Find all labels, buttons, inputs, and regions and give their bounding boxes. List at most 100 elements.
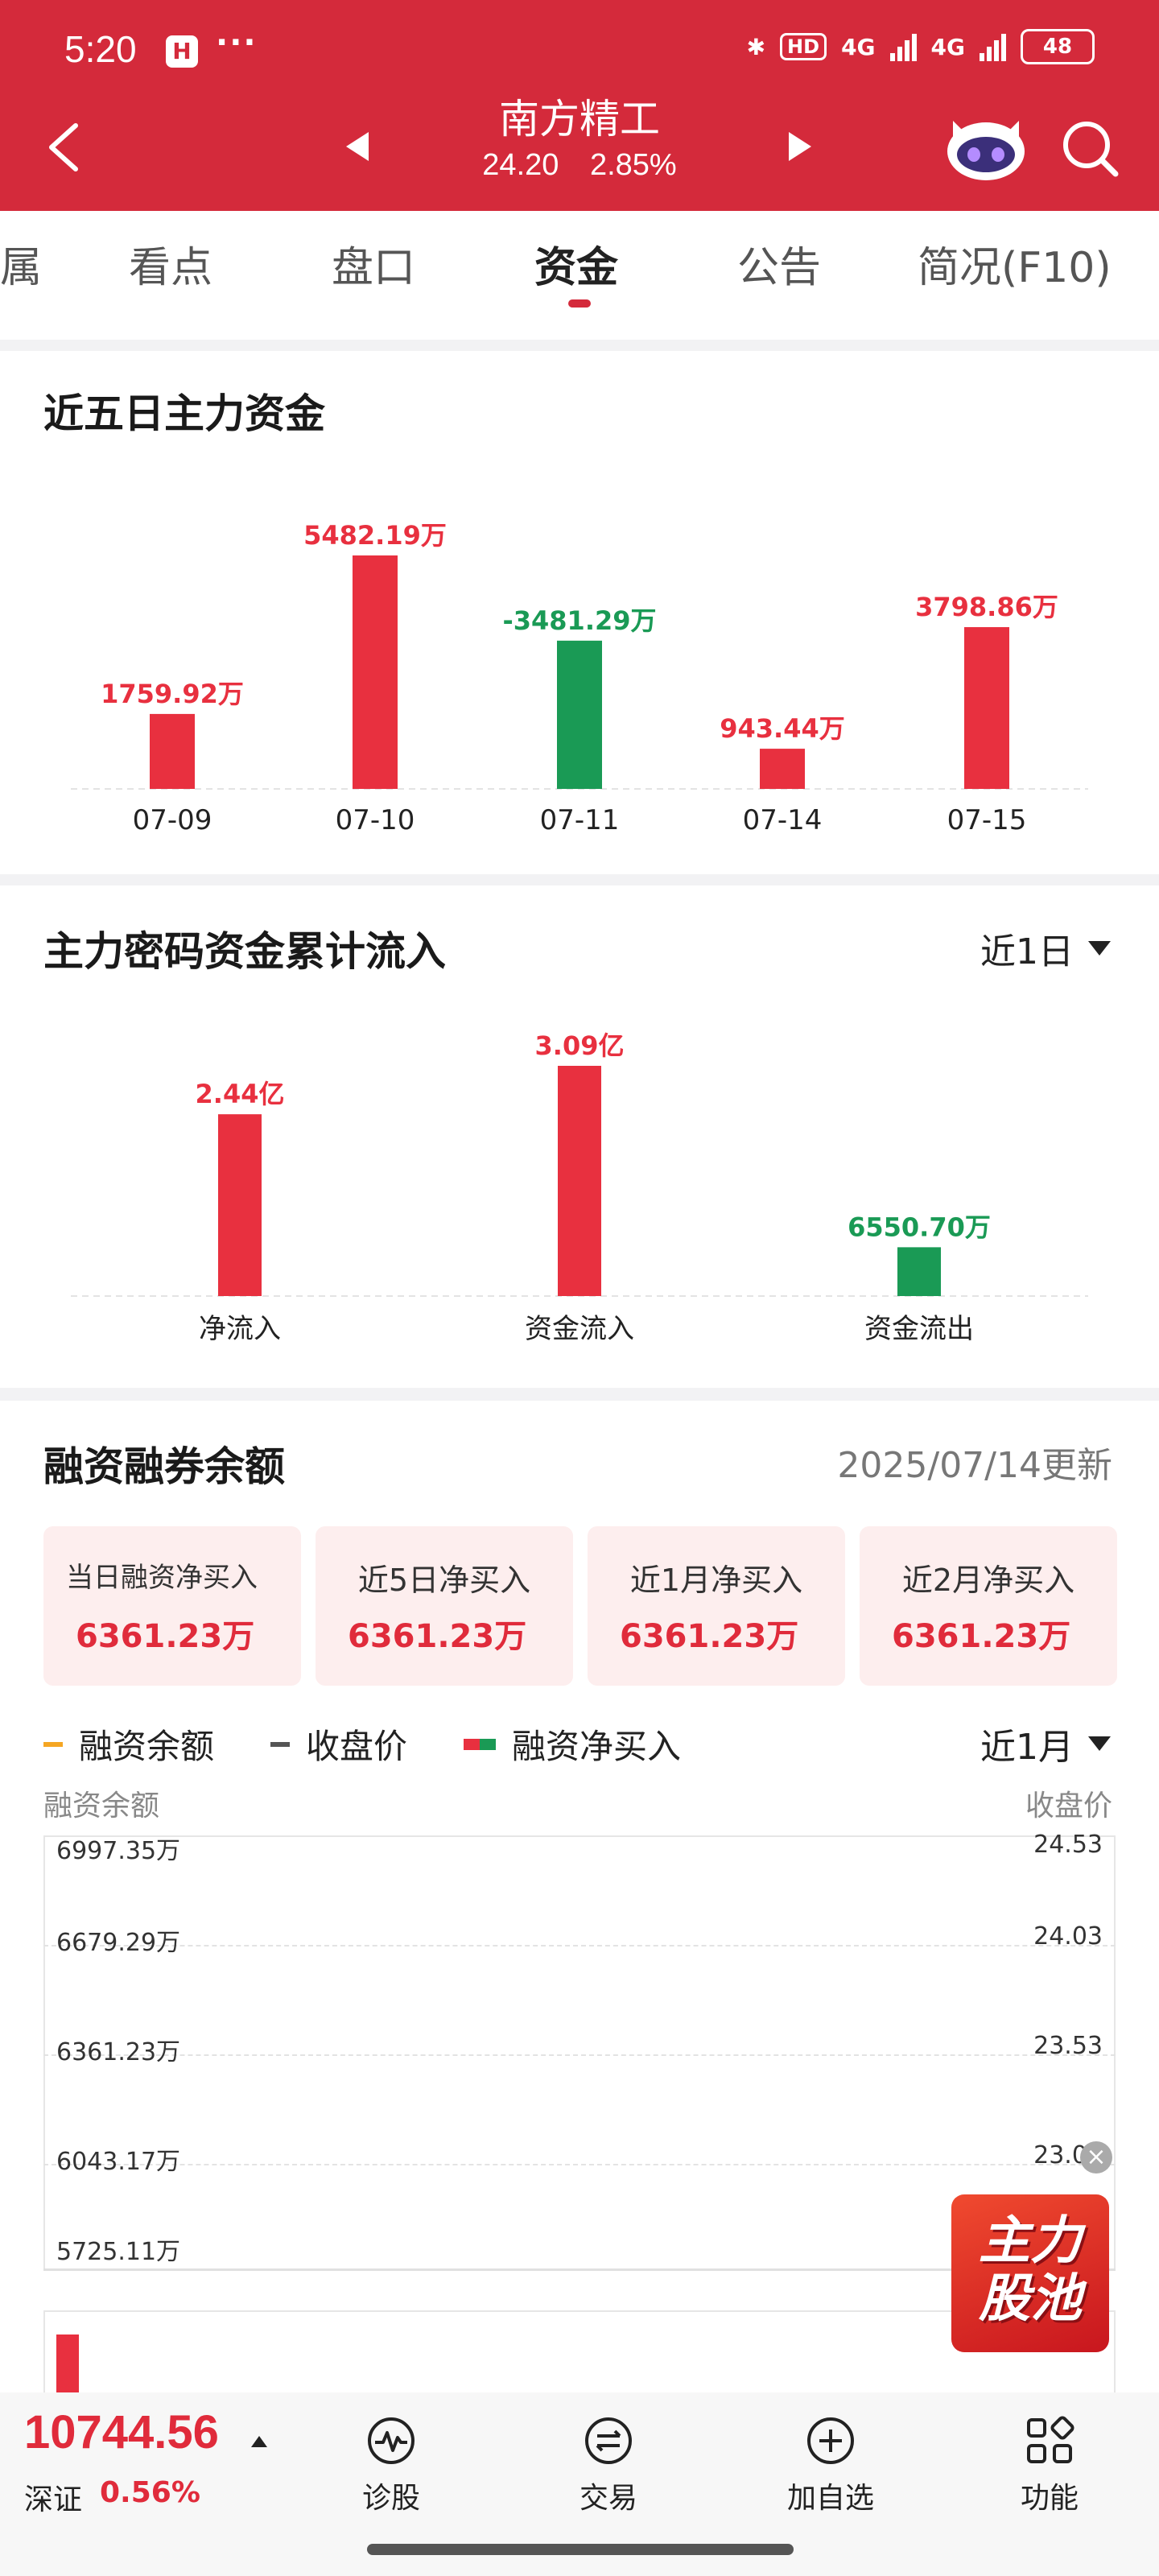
stat-box-1month[interactable]: 近1月净买入 6361.23万 [588, 1526, 845, 1686]
stock-name: 南方精工 [499, 96, 660, 142]
status-time: 5:20 [64, 28, 137, 70]
tab-announcements[interactable]: 公告 [737, 244, 822, 292]
main-force-pool-button[interactable]: 主力 股池 [951, 2194, 1109, 2352]
nav-functions[interactable]: 功能 [993, 2412, 1106, 2516]
back-icon[interactable] [40, 119, 89, 175]
tab-partial[interactable]: 属 [0, 244, 43, 292]
bar-净流入 [218, 1114, 262, 1296]
stat-label: 当日融资净买入 [66, 1562, 258, 1594]
bar-07-11 [557, 640, 602, 789]
stat-box-5day[interactable]: 近5日净买入 6361.23万 [316, 1526, 573, 1686]
nav-add-watchlist[interactable]: 加自选 [774, 2412, 887, 2516]
cumulative-period-label: 近1日 [980, 931, 1074, 972]
legend-label: 融资余额 [79, 1727, 215, 1766]
stat-box-daily[interactable]: 当日融资净买入 6361.23万 [43, 1526, 301, 1686]
grid-line [43, 1945, 1116, 1946]
network-type-1: 4G [841, 33, 876, 60]
value-label: 1759.92万 [101, 679, 244, 709]
left-axis-title: 融资余额 [43, 1790, 160, 1823]
signal-icon-2 [980, 32, 1006, 61]
five-day-chart: 1759.92万 07-09 5482.19万 07-10 -3481.29万 07-11… [71, 520, 1088, 836]
bar-07-10 [353, 555, 398, 789]
left-tick: 6997.35万 [56, 1837, 181, 1865]
left-tick: 6679.29万 [56, 1929, 181, 1957]
tab-capital[interactable]: 资金 [534, 244, 619, 292]
margin-title: 融资融券余额 [43, 1443, 285, 1490]
nav-trade[interactable]: 交易 [552, 2412, 665, 2516]
close-icon[interactable]: × [1080, 2141, 1112, 2174]
signal-icon [889, 32, 917, 61]
right-tick: 23.53 [1033, 2032, 1103, 2060]
bar-资金流出 [897, 1247, 941, 1296]
pool-badge-line1: 主力 [979, 2211, 1082, 2271]
margin-period-label: 近1月 [980, 1727, 1074, 1768]
nav-label: 加自选 [786, 2482, 874, 2515]
legend-label: 收盘价 [306, 1727, 408, 1766]
value-label: 6550.70万 [848, 1212, 991, 1242]
stat-label: 近1月净买入 [629, 1563, 803, 1598]
robot-assistant-icon[interactable] [942, 109, 1030, 182]
bluetooth-icon: ✱ [746, 33, 766, 60]
legend-swatch-gray [270, 1741, 291, 1747]
value-label: 5482.19万 [303, 520, 447, 551]
app-notification-icon: H [166, 35, 198, 68]
cumulative-card: 主力密码资金累计流入 近1日 2.44亿 净流入 3.09亿 资金流入 6550.70万… [0, 886, 1159, 1388]
nav-label: 交易 [579, 2482, 637, 2515]
tab-order-book[interactable]: 盘口 [332, 244, 416, 292]
nav-diagnose[interactable]: 诊股 [335, 2412, 448, 2516]
five-day-card: 近五日主力资金 1759.92万 07-09 5482.19万 07-10 -3481.… [0, 351, 1159, 874]
battery-icon: 48 [1021, 29, 1095, 64]
cumulative-title: 主力密码资金累计流入 [43, 928, 446, 975]
bar-07-09 [150, 713, 195, 789]
margin-period-select[interactable]: 近1月 [980, 1718, 1111, 1769]
stat-box-2month[interactable]: 近2月净买入 6361.23万 [860, 1526, 1117, 1686]
legend-net-buy: 融资净买入 [464, 1719, 681, 1769]
active-tab-indicator [568, 299, 591, 308]
top-header: 5:20 H ··· ✱ HD 4G 4G 48 南方精工 24.20 2.85… [0, 0, 1159, 211]
value-label: -3481.29万 [502, 605, 656, 636]
hd-icon: HD [780, 33, 827, 60]
search-icon[interactable] [1059, 118, 1120, 179]
right-tick: 24.03 [1033, 1922, 1103, 1951]
grid-line [43, 2164, 1116, 2165]
dropdown-icon [1088, 941, 1111, 956]
stat-label: 近2月净买入 [901, 1563, 1075, 1598]
index-change-pct: 0.56% [100, 2476, 200, 2509]
stock-quote: 24.20 2.85% [0, 148, 1159, 183]
stock-change-pct: 2.85% [589, 148, 677, 182]
value-label: 943.44万 [720, 713, 845, 744]
tab-highlights[interactable]: 看点 [129, 244, 213, 292]
net-buy-chart-frame [43, 2310, 1116, 2407]
trade-icon [585, 2417, 632, 2464]
home-indicator [367, 2544, 794, 2555]
value-label: 3.09亿 [535, 1030, 625, 1061]
dropdown-icon [1088, 1736, 1111, 1751]
prev-stock-icon[interactable] [343, 129, 372, 164]
stock-price: 24.20 [482, 148, 559, 182]
pool-badge-line2: 股池 [979, 2269, 1082, 2329]
category-label: 07-14 [743, 804, 823, 836]
index-value[interactable]: 10744.56 [24, 2406, 219, 2458]
margin-legend: 融资余额 收盘价 融资净买入 [43, 1719, 737, 1769]
right-tick: 24.53 [1033, 1831, 1103, 1859]
right-axis-title: 收盘价 [1025, 1790, 1112, 1823]
legend-close-price: 收盘价 [270, 1719, 407, 1769]
add-icon [807, 2417, 854, 2464]
next-stock-icon[interactable] [786, 129, 815, 164]
legend-label: 融资净买入 [512, 1727, 682, 1766]
legend-swatch-orange [43, 1741, 63, 1747]
left-tick: 6043.17万 [56, 2148, 181, 2176]
bar-07-14 [760, 749, 805, 789]
diagnose-icon [368, 2417, 415, 2464]
margin-chart-frame [43, 1835, 1116, 2270]
stat-value: 6361.23万 [348, 1618, 527, 1655]
value-label: 2.44亿 [196, 1079, 285, 1109]
tab-bar: 属 看点 盘口 资金 公告 简况(F10) [0, 211, 1159, 340]
nav-label: 功能 [1020, 2482, 1079, 2515]
stat-value: 6361.23万 [76, 1618, 255, 1655]
network-type-2: 4G [930, 33, 965, 60]
cumulative-period-select[interactable]: 近1日 [980, 923, 1111, 974]
tab-profile-f10[interactable]: 简况(F10) [918, 244, 1112, 292]
nav-label: 诊股 [361, 2482, 420, 2515]
margin-update-date: 2025/07/14更新 [837, 1445, 1112, 1486]
